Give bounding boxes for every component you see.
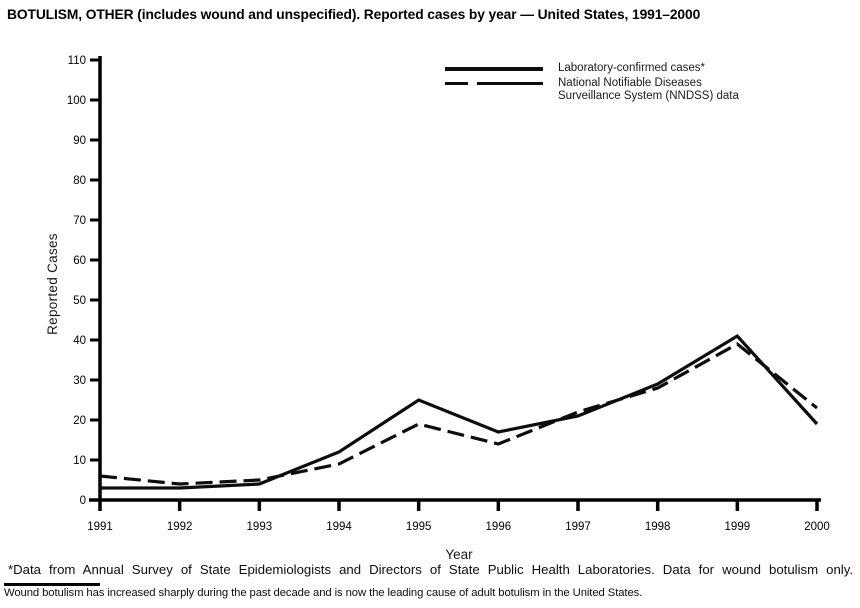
chart-title: BOTULISM, OTHER (includes wound and unsp… xyxy=(7,7,701,22)
x-tick-label: 1991 xyxy=(87,521,113,533)
x-tick-label: 2000 xyxy=(804,521,830,533)
y-tick-label: 100 xyxy=(67,95,86,107)
y-tick-label: 30 xyxy=(73,375,86,387)
series-line-lab-confirmed xyxy=(100,333,819,490)
x-tick-label: 1992 xyxy=(167,521,193,533)
y-tick-label: 110 xyxy=(68,55,86,67)
y-tick-label: 50 xyxy=(73,295,86,307)
footnote-divider xyxy=(4,583,100,586)
legend-line-dashed-sample xyxy=(445,81,543,85)
y-tick-label: 70 xyxy=(73,215,86,227)
x-tick-label: 1995 xyxy=(406,521,432,533)
series-line-nndss xyxy=(99,342,819,486)
x-tick-label: 1996 xyxy=(486,521,512,533)
legend-item-lab-confirmed: Laboratory-confirmed cases* xyxy=(445,62,740,76)
y-tick-label: 60 xyxy=(73,255,86,267)
y-tick-label: 0 xyxy=(80,495,86,507)
legend-item-nndss: National Notifiable Diseases Surveillanc… xyxy=(445,77,740,104)
x-axis-title: Year xyxy=(445,547,473,562)
x-tick-label: 1993 xyxy=(247,521,273,533)
x-tick-label: 1994 xyxy=(326,521,352,533)
x-tick-label: 1997 xyxy=(565,521,591,533)
chart-area: 0 10 20 30 40 50 60 70 80 90 100 110 1991 1992 1993 199… xyxy=(0,40,860,570)
y-tick-label: 20 xyxy=(73,415,86,427)
legend-line-solid-sample xyxy=(445,67,543,71)
y-tick-label: 80 xyxy=(73,175,86,187)
x-tick-label: 1999 xyxy=(725,521,751,533)
y-tick-label: 10 xyxy=(73,455,86,467)
y-axis-title: Reported Cases xyxy=(45,233,60,335)
y-tick-label: 90 xyxy=(73,135,86,147)
legend: Laboratory-confirmed cases* National Not… xyxy=(445,62,740,104)
y-tick-label: 40 xyxy=(73,335,86,347)
x-tick-label: 1998 xyxy=(645,521,671,533)
line-chart: 0 10 20 30 40 50 60 70 80 90 100 110 1991 1992 1993 199… xyxy=(67,55,830,533)
footnote-data-source: *Data from Annual Survey of State Epidem… xyxy=(8,562,853,577)
legend-label-nndss: National Notifiable Diseases Surveillanc… xyxy=(558,76,739,103)
legend-label-lab-confirmed: Laboratory-confirmed cases* xyxy=(558,62,706,74)
footnote-wound-botulism: Wound botulism has increased sharply dur… xyxy=(4,587,643,599)
